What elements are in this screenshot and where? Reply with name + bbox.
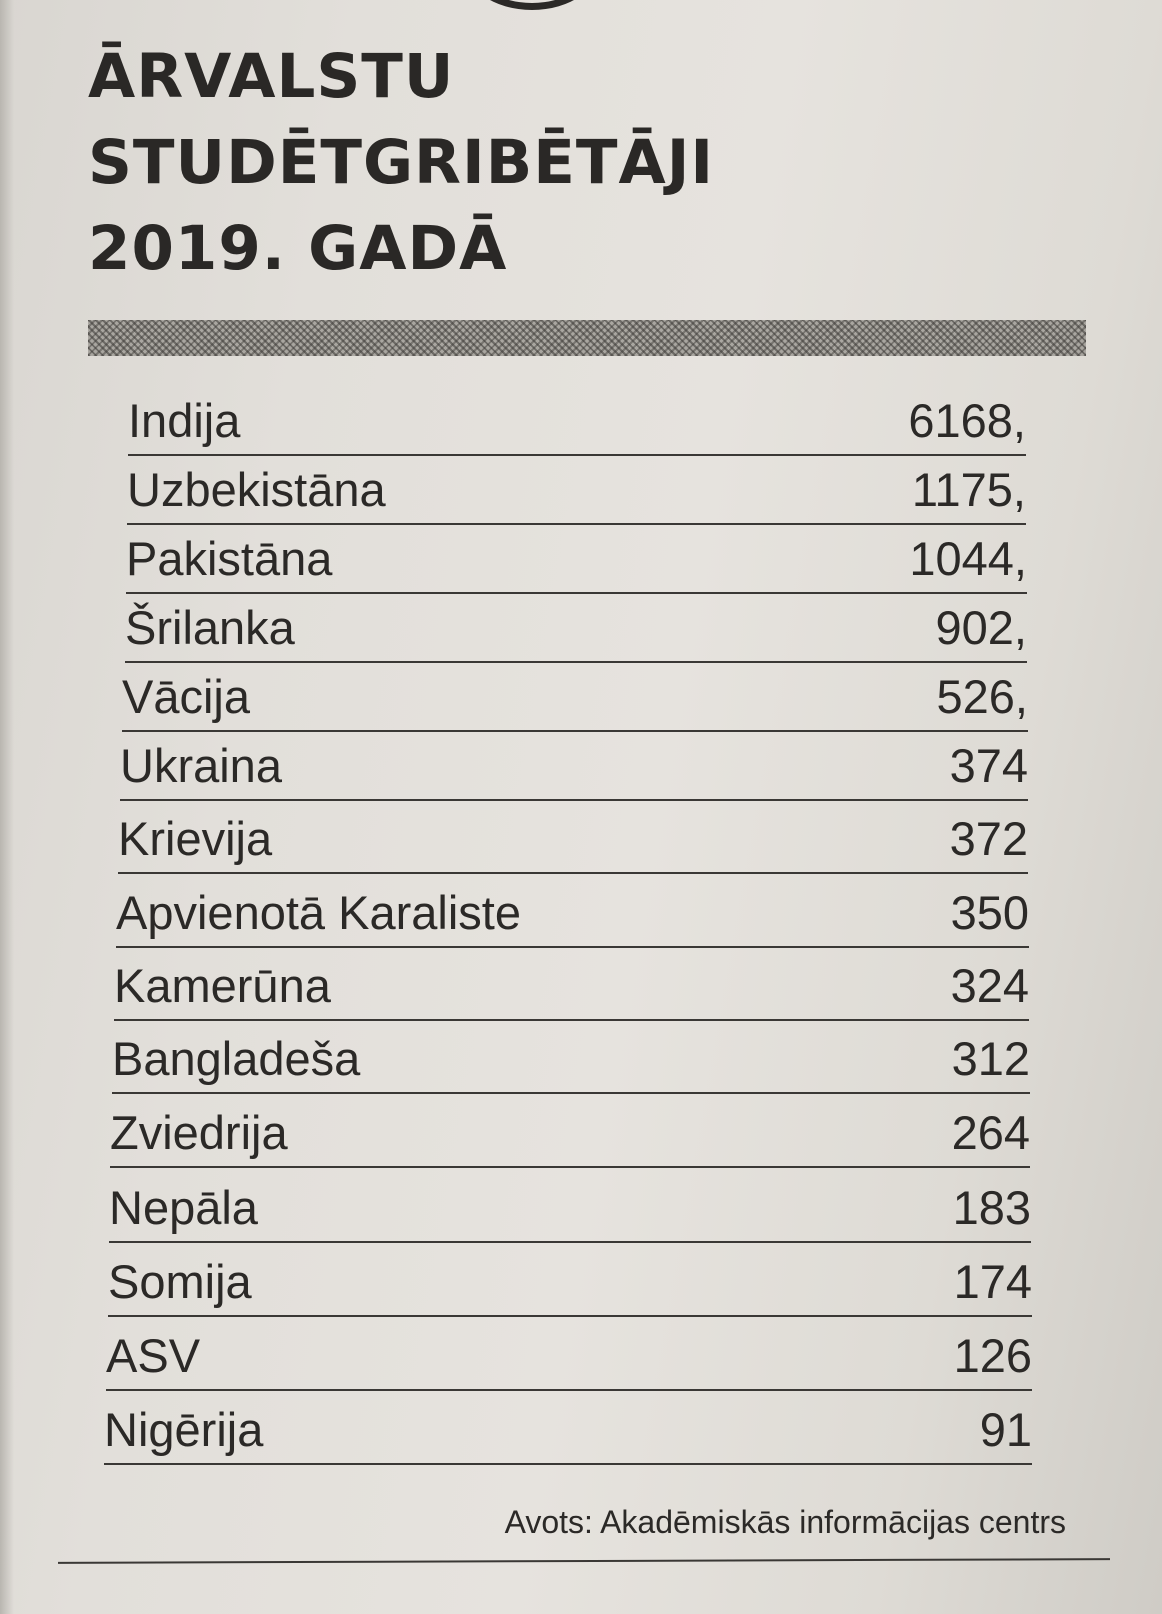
table-row: ASV 126 — [106, 1323, 1032, 1391]
country-name: Šrilanka — [125, 601, 295, 654]
source-note: Avots: Akadēmiskās informācijas centrs — [504, 1504, 1066, 1540]
applicant-count: 312 — [951, 1032, 1030, 1085]
applicant-count: 526, — [936, 670, 1028, 723]
applicant-count: 6168, — [908, 394, 1026, 447]
table-row: Indija 6168, — [128, 388, 1026, 456]
applicant-count: 902, — [935, 601, 1027, 654]
table-row: Kamerūna 324 — [114, 953, 1029, 1021]
country-name: Vācija — [122, 670, 251, 723]
country-name: Bangladeša — [112, 1032, 361, 1085]
applicant-count: 264 — [951, 1106, 1030, 1159]
table-row: Ukraina 374 — [120, 733, 1028, 801]
headline-line-3: 2019. GADĀ — [88, 213, 508, 284]
page-edge-shadow — [0, 0, 14, 1614]
table-row: Vācija 526, — [122, 664, 1028, 732]
applicant-count: 1044, — [909, 532, 1027, 585]
table-row: Šrilanka 902, — [125, 595, 1027, 663]
country-name: Pakistāna — [126, 532, 333, 585]
country-name: Zviedrija — [110, 1106, 288, 1159]
table-row: Somija 174 — [108, 1249, 1032, 1317]
applicant-count: 324 — [950, 959, 1029, 1012]
table-row: Zviedrija 264 — [110, 1100, 1030, 1168]
applicant-count: 174 — [953, 1255, 1032, 1308]
applicant-count: 1175, — [911, 463, 1026, 516]
applicant-count: 350 — [950, 886, 1029, 939]
table-row: Nigērija 91 — [104, 1397, 1032, 1465]
country-name: ASV — [106, 1329, 201, 1382]
country-name: Nepāla — [109, 1181, 258, 1234]
country-name: Ukraina — [120, 739, 282, 792]
table-row: Apvienotā Karaliste 350 — [116, 880, 1029, 948]
country-name: Nigērija — [104, 1403, 264, 1456]
applicant-count: 183 — [952, 1181, 1031, 1234]
applicant-count: 91 — [979, 1403, 1032, 1456]
country-name: Somija — [108, 1255, 252, 1308]
table-row: Uzbekistāna 1175, — [127, 457, 1026, 525]
table-row: Nepāla 183 — [109, 1175, 1031, 1243]
country-name: Apvienotā Karaliste — [116, 886, 521, 939]
applicant-count: 372 — [949, 812, 1028, 865]
table-row: Krievija 372 — [118, 806, 1028, 874]
country-name: Krievija — [118, 812, 273, 865]
bottom-divider — [57, 1558, 1111, 1564]
country-name: Indija — [128, 394, 241, 447]
headline-line-1: ĀRVALSTU — [88, 41, 455, 112]
country-name: Kamerūna — [114, 959, 331, 1012]
hatched-divider — [88, 320, 1086, 356]
applicant-count: 126 — [953, 1329, 1032, 1382]
headline: ĀRVALSTU STUDĒTGRIBĒTĀJI 2019. GADĀ — [88, 34, 714, 292]
country-name: Uzbekistāna — [127, 463, 386, 516]
circle-graphic — [462, 0, 602, 10]
applicant-count: 374 — [949, 739, 1028, 792]
headline-line-2: STUDĒTGRIBĒTĀJI — [88, 127, 715, 198]
table-row: Bangladeša 312 — [112, 1026, 1030, 1094]
table-row: Pakistāna 1044, — [126, 526, 1027, 594]
